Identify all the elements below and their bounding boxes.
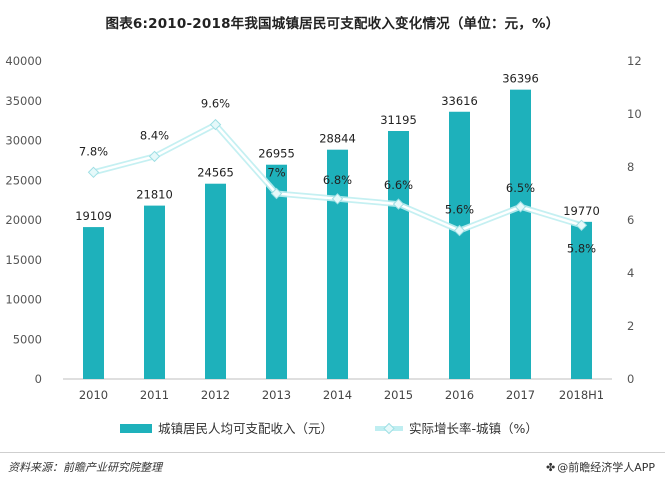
bar-data-label: 33616 <box>441 94 478 108</box>
line-series <box>87 118 588 237</box>
bar <box>571 221 592 379</box>
legend-bar-swatch <box>120 424 152 433</box>
bar-series <box>83 89 592 380</box>
category-label: 2018H1 <box>559 388 604 402</box>
line-point-marker <box>392 198 405 210</box>
category-label: 2010 <box>79 388 108 402</box>
bar <box>449 111 470 379</box>
left-axis-tick-label: 30000 <box>5 134 42 148</box>
bar-data-label: 36396 <box>502 72 539 86</box>
bar <box>205 183 226 379</box>
category-label: 2015 <box>384 388 413 402</box>
left-axis-tick-label: 15000 <box>5 253 42 267</box>
bar-data-label: 31195 <box>380 113 417 127</box>
bar-data-label: 21810 <box>136 188 173 202</box>
line-data-label: 9.6% <box>201 97 230 111</box>
right-axis: 0 2 4 6 8 10 12 <box>627 54 642 386</box>
line-point-marker <box>209 118 222 131</box>
bar <box>327 149 348 379</box>
left-axis-tick-label: 0 <box>35 372 42 386</box>
line-point-marker <box>575 219 588 232</box>
line-data-label: 6.6% <box>384 178 413 192</box>
left-axis: 0 5000 10000 15000 20000 25000 30000 35000 40000 <box>5 54 42 386</box>
bar-data-label: 19770 <box>563 204 600 218</box>
chart-title: 图表6:2010-2018年我国城镇居民可支配收入变化情况（单位：元，%） <box>105 16 560 32</box>
line-data-labels: 7.8% 8.4% 9.6% 7% 6.8% 6.6% 5.6% 6.5% 5.8% <box>79 97 596 256</box>
left-axis-tick-label: 40000 <box>5 54 42 68</box>
category-label: 2012 <box>201 388 230 402</box>
line-point-marker <box>331 193 344 205</box>
line-data-label: 5.6% <box>445 203 474 217</box>
bar-data-label: 26955 <box>258 147 295 161</box>
legend: 城镇居民人均可支配收入（元） 实际增长率-城镇（%） <box>120 421 538 436</box>
category-label: 2014 <box>323 388 352 402</box>
line-point-marker <box>453 224 466 237</box>
bar <box>510 89 531 380</box>
left-axis-tick-label: 20000 <box>5 213 42 227</box>
left-axis-tick-label: 5000 <box>13 332 42 346</box>
line-data-label: 5.8% <box>567 241 596 255</box>
line-data-label: 6.8% <box>323 173 352 187</box>
category-label: 2013 <box>262 388 291 402</box>
bar <box>388 130 409 379</box>
footer-divider <box>0 452 665 453</box>
line-point-marker <box>270 187 283 200</box>
category-labels: 2010 2011 2012 2013 2014 2015 2016 2017 2018H1 <box>79 388 604 402</box>
line-point-marker <box>514 201 527 213</box>
brand-text: @前瞻经济学人APP <box>557 461 655 474</box>
line-point-marker <box>87 166 100 179</box>
bar-data-label: 24565 <box>197 166 234 180</box>
category-label: 2016 <box>445 388 474 402</box>
right-axis-tick-label: 12 <box>627 54 642 68</box>
bar <box>144 205 165 379</box>
left-axis-tick-label: 25000 <box>5 173 42 187</box>
right-axis-tick-label: 0 <box>627 372 634 386</box>
bar <box>266 164 287 379</box>
category-label: 2017 <box>506 388 535 402</box>
bar <box>83 227 104 379</box>
line-data-label: 6.5% <box>506 181 535 195</box>
right-axis-tick-label: 4 <box>627 266 634 280</box>
logo-icon: ✤ <box>545 461 556 474</box>
bar-data-labels: 19109 21810 24565 26955 28844 31195 33616 36396… <box>75 72 600 223</box>
bar-data-label: 28844 <box>319 132 356 146</box>
brand-credit: ✤ @前瞻经济学人APP <box>546 459 655 475</box>
legend-bar-label: 城镇居民人均可支配收入（元） <box>158 421 333 436</box>
right-axis-tick-label: 2 <box>627 319 634 333</box>
line-data-label: 7% <box>267 166 285 180</box>
right-axis-tick-label: 6 <box>627 213 634 227</box>
right-axis-tick-label: 10 <box>627 107 642 121</box>
left-axis-tick-label: 10000 <box>5 293 42 307</box>
left-axis-tick-label: 35000 <box>5 94 42 108</box>
legend-line-label: 实际增长率-城镇（%） <box>409 421 538 436</box>
line-point-marker <box>148 150 161 163</box>
legend-line-marker <box>383 422 395 435</box>
category-label: 2011 <box>140 388 169 402</box>
line-data-label: 7.8% <box>79 144 108 158</box>
line-data-label: 8.4% <box>140 128 169 142</box>
right-axis-tick-label: 8 <box>627 160 634 174</box>
source-note: 资料来源：前瞻产业研究院整理 <box>8 461 162 474</box>
bar-data-label: 19109 <box>75 209 112 223</box>
